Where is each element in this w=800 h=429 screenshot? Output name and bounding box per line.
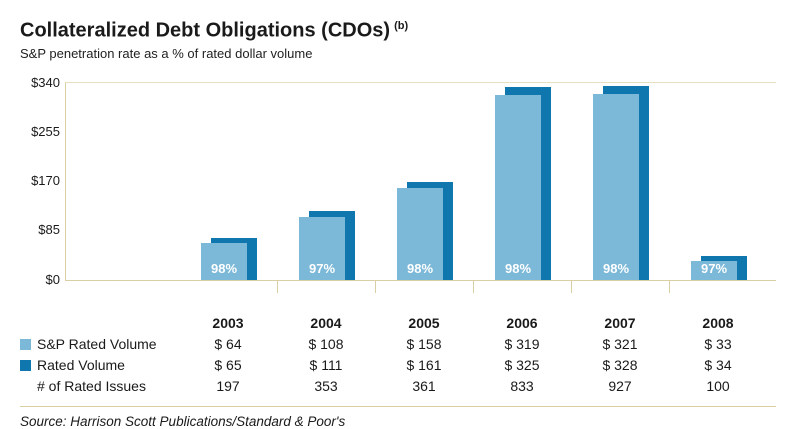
category-divider-tick xyxy=(375,279,376,293)
bar-group-2008: 97% xyxy=(670,83,768,280)
sp-rated-volume-bar xyxy=(593,93,639,280)
y-axis-label: $0 xyxy=(45,271,60,287)
table-value: $ 65 xyxy=(214,357,242,374)
row-label: S&P Rated Volume xyxy=(20,336,179,352)
sp-rated-volume-bar xyxy=(495,94,541,280)
table-value: $ 33 xyxy=(704,336,732,353)
row-label-text: S&P Rated Volume xyxy=(37,336,157,353)
row-label-text: Rated Volume xyxy=(37,357,125,374)
percent-label: 98% xyxy=(406,260,434,276)
year-label: 2004 xyxy=(310,315,342,332)
table-value: $ 111 xyxy=(309,357,343,374)
table-value: $ 34 xyxy=(704,357,732,374)
percent-label: 97% xyxy=(700,260,728,276)
category-divider-tick xyxy=(473,279,474,293)
percent-label: 97% xyxy=(308,260,336,276)
legend-swatch-rated-volume xyxy=(20,359,31,371)
bar-group-2005: 98% xyxy=(376,83,474,280)
row-label: Rated Volume xyxy=(20,357,179,373)
category-divider-tick xyxy=(571,279,572,293)
table-row: S&P Rated Volume $ 64 $ 108 $ 158 $ 319 $ 321… xyxy=(20,334,776,355)
bar-group-2006: 98% xyxy=(474,83,572,280)
title-footnote-marker: (b) xyxy=(394,20,409,32)
y-axis-label: $170 xyxy=(31,173,60,189)
table-value: 361 xyxy=(412,378,436,395)
bar-group-2007: 98% xyxy=(572,83,670,280)
percent-label: 98% xyxy=(504,260,532,276)
table-value: 833 xyxy=(510,378,534,395)
year-label: 2005 xyxy=(408,315,440,332)
sp-rated-volume-bar xyxy=(299,217,345,280)
data-table: 2003 2004 2005 2006 2007 2008 S&P Rated Volume… xyxy=(20,313,776,397)
y-axis-label: $340 xyxy=(31,74,60,90)
year-header-row: 2003 2004 2005 2006 2007 2008 xyxy=(20,313,776,334)
year-label: 2007 xyxy=(604,315,636,332)
page-subtitle: S&P penetration rate as a % of rated dol… xyxy=(20,45,313,61)
year-label: 2003 xyxy=(212,315,244,332)
table-value: 100 xyxy=(706,378,730,395)
row-label-text: # of Rated Issues xyxy=(37,378,146,395)
percent-label: 98% xyxy=(602,260,630,276)
year-label: 2006 xyxy=(506,315,538,332)
table-value: 353 xyxy=(314,378,338,395)
sp-rated-volume-bar xyxy=(691,260,737,280)
page-title: Collateralized Debt Obligations (CDOs) (… xyxy=(20,14,776,43)
table-value: $ 328 xyxy=(602,357,638,374)
table-value: $ 319 xyxy=(504,336,540,353)
legend-swatch-sp-rated-volume xyxy=(20,338,31,350)
sp-rated-volume-bar xyxy=(201,242,247,280)
plot-area: 98% 97% 98% 98% 98% 97% xyxy=(65,81,776,281)
title-text: Collateralized Debt Obligations (CDOs) xyxy=(20,19,391,42)
table-value: $ 321 xyxy=(602,336,638,353)
table-value: $ 161 xyxy=(406,357,442,374)
table-value: $ 108 xyxy=(308,336,344,353)
table-value: $ 64 xyxy=(214,336,242,353)
category-divider-tick xyxy=(669,279,670,293)
table-row: # of Rated Issues 197 353 361 833 927 100 xyxy=(20,376,776,397)
table-value: 197 xyxy=(216,378,240,395)
bar-group-2004: 97% xyxy=(278,83,376,280)
sp-rated-volume-bar xyxy=(397,188,443,280)
year-label: 2008 xyxy=(702,315,734,332)
table-value: $ 325 xyxy=(504,357,540,374)
table-value: $ 158 xyxy=(406,336,442,353)
category-divider-tick xyxy=(277,279,278,293)
percent-label: 98% xyxy=(210,260,238,276)
source-note: Source: Harrison Scott Publications/Stan… xyxy=(20,405,776,429)
row-label: # of Rated Issues xyxy=(20,378,179,394)
y-axis-label: $85 xyxy=(38,222,60,238)
y-axis-label: $255 xyxy=(31,123,60,139)
table-row: Rated Volume $ 65 $ 111 $ 161 $ 325 $ 328 $ 34 xyxy=(20,355,776,376)
table-value: 927 xyxy=(608,378,632,395)
bar-group-2003: 98% xyxy=(180,83,278,280)
cdo-bar-chart: 98% 97% 98% 98% 98% 97% $340 $255 $170 $85 $0 xyxy=(20,74,776,310)
